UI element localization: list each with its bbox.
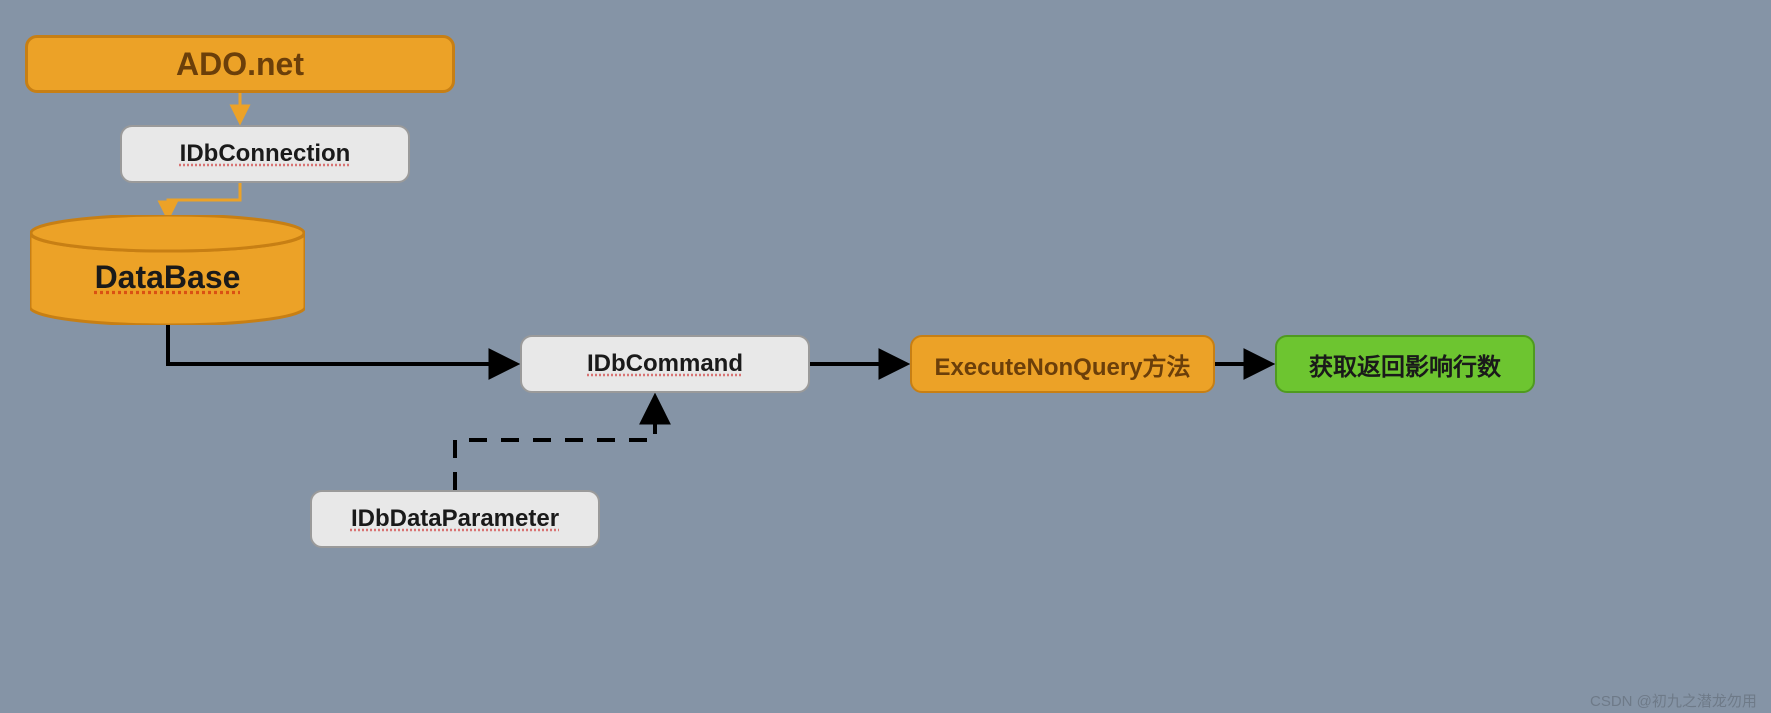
- node-ado-net: ADO.net: [25, 35, 455, 93]
- node-result: 获取返回影响行数: [1275, 335, 1535, 393]
- node-idbconnection-label: IDbConnection: [180, 140, 351, 168]
- node-idbcommand: IDbCommand: [520, 335, 810, 393]
- node-idbcommand-label: IDbCommand: [587, 350, 743, 378]
- node-database: DataBase: [30, 215, 305, 325]
- node-idbdataparameter-label: IDbDataParameter: [351, 505, 559, 533]
- node-ado-label: ADO.net: [176, 46, 304, 83]
- node-idbdataparameter: IDbDataParameter: [310, 490, 600, 548]
- watermark-text: CSDN @初九之潜龙勿用: [1590, 690, 1757, 711]
- diagram-canvas: ADO.net IDbConnection DataBase IDbComman…: [0, 0, 1771, 713]
- node-result-label: 获取返回影响行数: [1309, 347, 1501, 382]
- node-executenonquery-label: ExecuteNonQuery方法: [934, 347, 1190, 382]
- edge-db-to-cmd-elbow: [168, 325, 515, 364]
- edge-param-to-cmd-dashed: [455, 398, 655, 490]
- node-database-label: DataBase: [95, 259, 241, 296]
- edge-conn-to-db-elbow: [168, 183, 240, 218]
- node-executenonquery: ExecuteNonQuery方法: [910, 335, 1215, 393]
- node-idbconnection: IDbConnection: [120, 125, 410, 183]
